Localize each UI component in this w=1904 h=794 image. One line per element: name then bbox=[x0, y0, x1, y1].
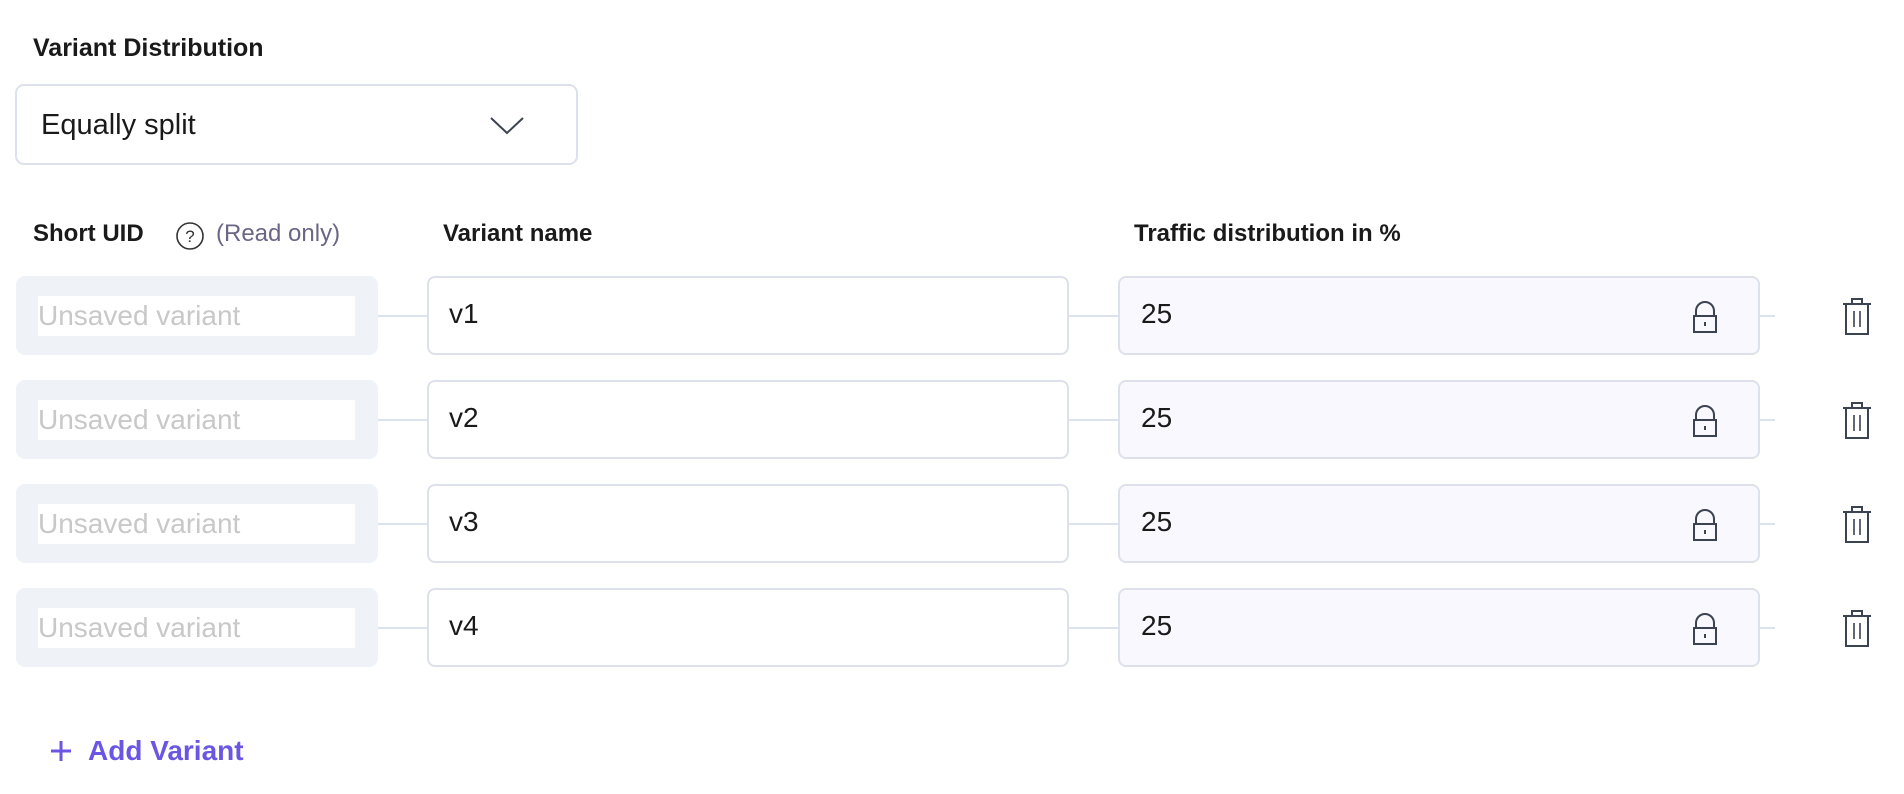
traffic-input[interactable]: 25 bbox=[1118, 276, 1760, 355]
section-title: Variant Distribution bbox=[33, 34, 264, 62]
plus-icon bbox=[51, 741, 71, 761]
variant-row: Unsaved variant v1 25 bbox=[0, 276, 1904, 355]
variant-name-input[interactable]: v1 bbox=[427, 276, 1069, 355]
traffic-value: 25 bbox=[1141, 402, 1173, 433]
lock-icon[interactable] bbox=[1690, 404, 1720, 438]
short-uid-header: Short UID bbox=[33, 220, 144, 247]
traffic-value: 25 bbox=[1141, 610, 1173, 641]
add-variant-label: Add Variant bbox=[88, 735, 244, 766]
variant-row: Unsaved variant v4 25 bbox=[0, 588, 1904, 667]
variant-name-input[interactable]: v3 bbox=[427, 484, 1069, 563]
short-uid-placeholder: Unsaved variant bbox=[38, 608, 355, 648]
variant-name-value: v2 bbox=[449, 402, 479, 433]
connector-line bbox=[1069, 627, 1118, 629]
short-uid-field: Unsaved variant bbox=[16, 380, 378, 459]
variant-row: Unsaved variant v2 25 bbox=[0, 380, 1904, 459]
short-uid-field: Unsaved variant bbox=[16, 484, 378, 563]
variant-name-value: v3 bbox=[449, 506, 479, 537]
traffic-value: 25 bbox=[1141, 506, 1173, 537]
traffic-value: 25 bbox=[1141, 298, 1173, 329]
connector-line bbox=[1069, 523, 1118, 525]
lock-icon[interactable] bbox=[1690, 508, 1720, 542]
trash-icon[interactable] bbox=[1840, 400, 1874, 440]
traffic-input[interactable]: 25 bbox=[1118, 380, 1760, 459]
add-variant-button[interactable]: Add Variant bbox=[48, 735, 244, 767]
connector-line bbox=[1760, 627, 1775, 629]
variant-row: Unsaved variant v3 25 bbox=[0, 484, 1904, 563]
read-only-note: (Read only) bbox=[216, 220, 341, 247]
distribution-select[interactable]: Equally split bbox=[15, 84, 578, 165]
trash-icon[interactable] bbox=[1840, 608, 1874, 648]
lock-icon[interactable] bbox=[1690, 300, 1720, 334]
trash-icon[interactable] bbox=[1840, 296, 1874, 336]
variant-name-input[interactable]: v2 bbox=[427, 380, 1069, 459]
connector-line bbox=[378, 523, 427, 525]
connector-line bbox=[378, 419, 427, 421]
svg-text:?: ? bbox=[185, 227, 194, 246]
chevron-down-icon bbox=[490, 117, 524, 135]
variant-name-header: Variant name bbox=[443, 220, 593, 247]
short-uid-field: Unsaved variant bbox=[16, 588, 378, 667]
traffic-header: Traffic distribution in % bbox=[1134, 220, 1401, 247]
variant-name-input[interactable]: v4 bbox=[427, 588, 1069, 667]
short-uid-field: Unsaved variant bbox=[16, 276, 378, 355]
distribution-select-value: Equally split bbox=[41, 109, 196, 141]
lock-icon[interactable] bbox=[1690, 612, 1720, 646]
connector-line bbox=[378, 627, 427, 629]
traffic-input[interactable]: 25 bbox=[1118, 484, 1760, 563]
help-icon[interactable]: ? bbox=[175, 221, 205, 251]
connector-line bbox=[1760, 419, 1775, 421]
connector-line bbox=[1069, 419, 1118, 421]
connector-line bbox=[1760, 315, 1775, 317]
traffic-input[interactable]: 25 bbox=[1118, 588, 1760, 667]
variant-name-value: v1 bbox=[449, 298, 479, 329]
short-uid-placeholder: Unsaved variant bbox=[38, 400, 355, 440]
connector-line bbox=[1760, 523, 1775, 525]
connector-line bbox=[378, 315, 427, 317]
variant-name-value: v4 bbox=[449, 610, 479, 641]
short-uid-placeholder: Unsaved variant bbox=[38, 296, 355, 336]
connector-line bbox=[1069, 315, 1118, 317]
trash-icon[interactable] bbox=[1840, 504, 1874, 544]
short-uid-placeholder: Unsaved variant bbox=[38, 504, 355, 544]
